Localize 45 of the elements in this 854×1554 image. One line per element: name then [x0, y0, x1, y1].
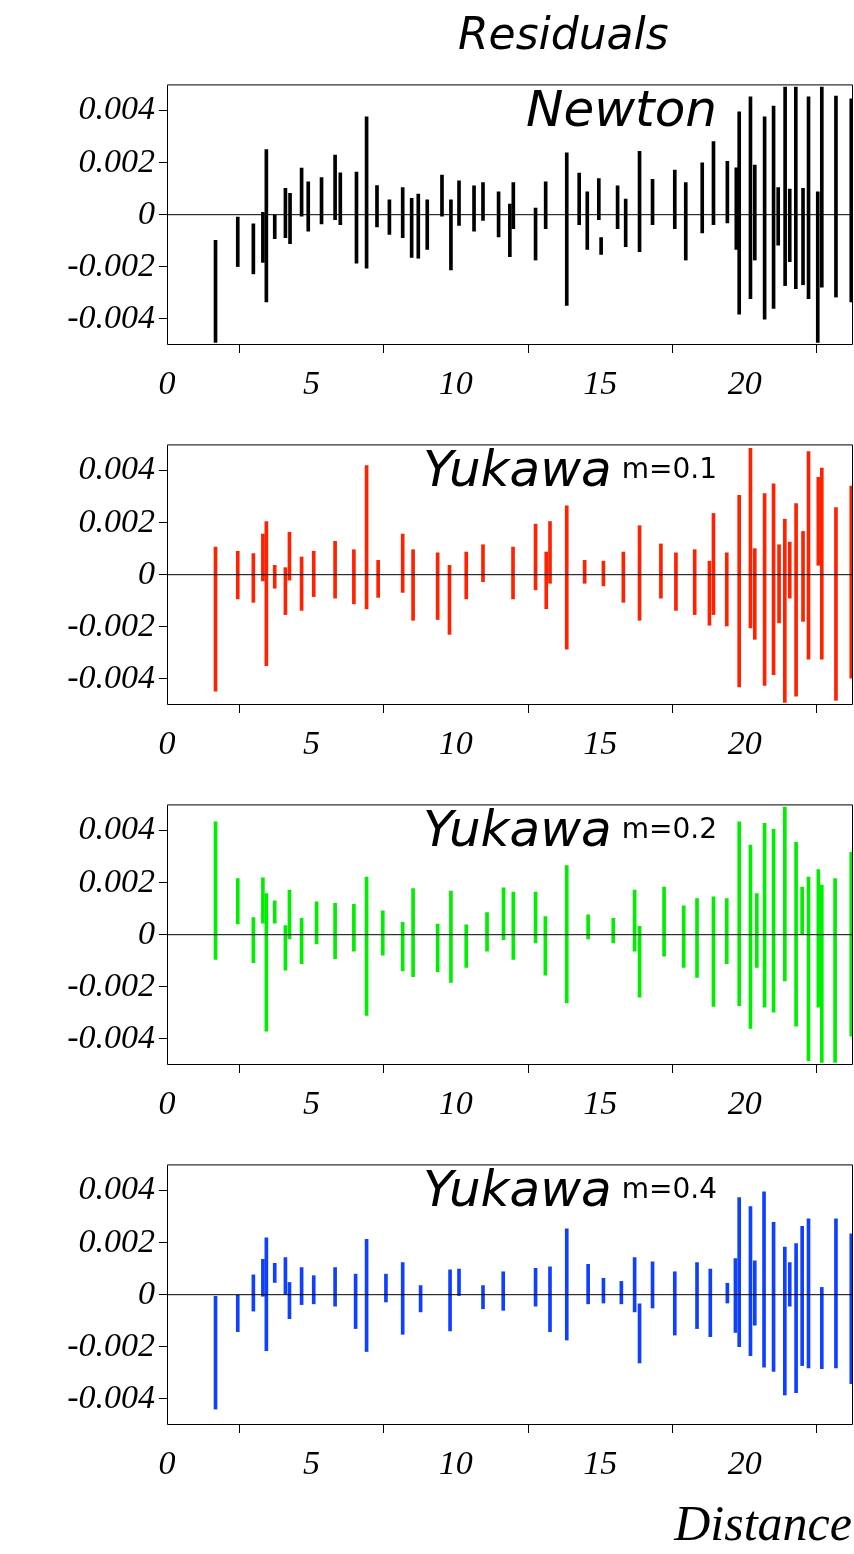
- y-tick-label: -0.004: [67, 657, 155, 695]
- x-axis-title: Distance: [673, 1495, 852, 1552]
- x-tick-label: 15: [583, 724, 618, 762]
- x-tick-label: 10: [438, 1444, 473, 1482]
- x-tick-label: 15: [583, 364, 618, 402]
- annotation: Yukawa: [422, 800, 612, 859]
- x-tick-label: 15: [583, 1444, 618, 1482]
- x-tick-label: 10: [438, 364, 473, 402]
- x-tick-label: 5: [302, 1444, 320, 1482]
- x-tick-label: 5: [302, 364, 320, 402]
- y-tick-label: -0.004: [67, 1377, 155, 1415]
- y-tick-label: 0: [138, 553, 155, 591]
- x-tick-label: 20: [727, 364, 762, 402]
- annotation: m=0.1: [621, 452, 717, 486]
- x-tick-label: 20: [727, 1444, 762, 1482]
- x-tick-label: 15: [583, 1084, 618, 1122]
- y-tick-label: -0.004: [67, 297, 155, 335]
- y-tick-label: 0.004: [78, 1169, 155, 1207]
- annotation: Yukawa: [422, 440, 612, 499]
- y-tick-label: 0.002: [78, 861, 155, 899]
- annotation: m=0.2: [621, 812, 717, 846]
- y-tick-label: 0.004: [78, 449, 155, 487]
- y-tick-label: 0.004: [78, 89, 155, 127]
- y-tick-label: 0.002: [78, 141, 155, 179]
- y-tick-label: -0.002: [67, 605, 155, 643]
- x-tick-label: 10: [438, 724, 473, 762]
- y-tick-label: 0.002: [78, 1221, 155, 1259]
- y-tick-label: -0.002: [67, 245, 155, 283]
- x-tick-label: 5: [302, 1084, 320, 1122]
- x-tick-label: 10: [438, 1084, 473, 1122]
- y-tick-label: 0: [138, 913, 155, 951]
- y-tick-label: -0.002: [67, 1325, 155, 1363]
- annotation: m=0.4: [621, 1172, 717, 1206]
- y-tick-label: 0.004: [78, 809, 155, 847]
- y-tick-label: -0.002: [67, 965, 155, 1003]
- y-tick-label: 0: [138, 1273, 155, 1311]
- x-tick-label: 20: [727, 1084, 762, 1122]
- x-tick-label: 20: [727, 724, 762, 762]
- x-tick-label: 5: [302, 724, 320, 762]
- y-tick-label: 0.002: [78, 501, 155, 539]
- y-tick-label: -0.004: [67, 1017, 155, 1055]
- annotation: Yukawa: [422, 1160, 612, 1219]
- y-tick-label: 0: [138, 193, 155, 231]
- annotation: Newton: [526, 80, 717, 139]
- chart-title: Residuals: [457, 8, 670, 59]
